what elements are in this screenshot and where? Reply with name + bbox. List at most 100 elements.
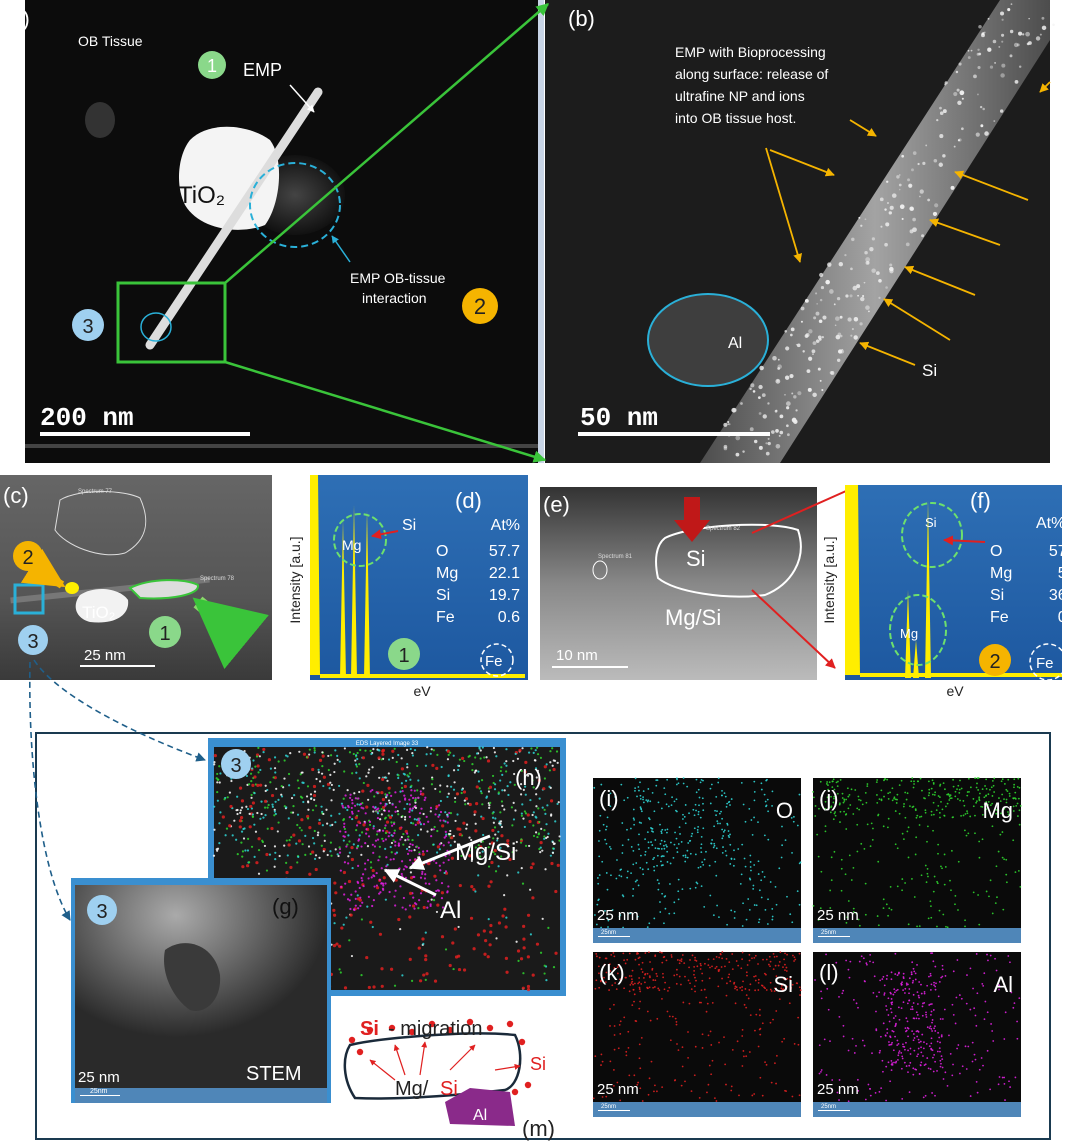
pixel	[298, 826, 301, 829]
pixel	[463, 759, 466, 763]
pixel	[421, 792, 425, 796]
pixel	[452, 754, 455, 757]
particle	[984, 131, 989, 136]
pixel	[829, 1040, 831, 1042]
pixel	[376, 816, 380, 820]
pixel	[262, 750, 265, 754]
pixel	[417, 834, 420, 837]
pixel	[361, 756, 366, 760]
pixel	[516, 757, 520, 760]
pixel	[435, 861, 438, 865]
pixel	[920, 874, 923, 877]
pixel	[451, 941, 455, 945]
pixel	[705, 850, 707, 853]
pixel	[718, 956, 721, 959]
particle	[865, 260, 870, 265]
pixel	[256, 811, 259, 815]
pixel	[422, 787, 425, 790]
pixel	[462, 790, 467, 794]
pixel	[256, 764, 260, 768]
particle	[817, 367, 821, 371]
pixel	[296, 861, 299, 864]
pixel	[361, 873, 365, 876]
pixel	[492, 837, 495, 840]
peak	[913, 640, 919, 678]
pixel	[733, 858, 736, 860]
particle	[791, 392, 794, 395]
pixel	[379, 818, 382, 821]
pixel	[964, 1045, 967, 1048]
pixel	[958, 788, 961, 791]
pixel	[694, 853, 697, 856]
pixel	[596, 877, 599, 879]
pixel	[651, 791, 654, 794]
pixel	[441, 906, 445, 909]
pixel	[655, 784, 658, 787]
pixel	[598, 840, 600, 842]
pixel	[733, 917, 736, 919]
pixel	[908, 1064, 911, 1067]
pixel	[440, 891, 445, 895]
pixel	[940, 1035, 943, 1038]
pixel	[342, 818, 346, 821]
pixel	[697, 866, 700, 869]
pixel	[741, 843, 744, 846]
pixel	[636, 953, 638, 955]
pixel	[313, 749, 316, 752]
pixel	[326, 782, 331, 786]
pixel	[839, 779, 842, 781]
pixel	[541, 917, 544, 920]
particle	[977, 48, 980, 51]
pixel	[829, 907, 832, 909]
pixel	[612, 1084, 615, 1087]
pixel	[372, 985, 376, 989]
pixel	[732, 864, 735, 867]
pixel	[447, 885, 450, 888]
pixel	[351, 812, 354, 815]
scale-text: 50 nm	[580, 403, 658, 433]
pixel	[556, 863, 560, 867]
pixel	[951, 1003, 954, 1006]
pixel	[651, 827, 654, 830]
pixel	[826, 987, 829, 990]
pixel	[520, 838, 523, 841]
pixel	[896, 793, 899, 796]
particle	[1000, 73, 1005, 78]
panel-label: (b)	[568, 6, 595, 31]
pixel	[963, 829, 966, 832]
particle	[796, 343, 801, 348]
pixel	[332, 908, 336, 912]
particle	[834, 324, 837, 327]
pixel	[874, 1091, 877, 1094]
pixel	[304, 834, 307, 838]
particle	[927, 198, 931, 202]
pixel	[684, 860, 687, 863]
pixel	[757, 989, 760, 991]
pixel	[636, 915, 639, 918]
pixel	[928, 788, 931, 791]
pixel	[543, 808, 546, 811]
pixel	[888, 1041, 890, 1043]
pixel	[669, 841, 672, 844]
pixel	[887, 792, 890, 795]
pixel	[347, 806, 350, 809]
pixel	[343, 747, 346, 750]
pixel	[528, 819, 532, 824]
pixel	[775, 975, 778, 978]
pixel	[371, 904, 374, 908]
pixel	[1010, 991, 1013, 994]
pixel	[367, 895, 370, 898]
pixel	[478, 851, 481, 854]
pixel	[916, 925, 918, 928]
pixel	[627, 838, 630, 841]
pixel	[515, 840, 518, 844]
pixel	[664, 793, 667, 796]
badge	[149, 616, 181, 648]
pixel	[470, 884, 474, 889]
pixel	[367, 985, 371, 990]
pixel	[823, 1038, 826, 1041]
pixel	[329, 824, 332, 827]
pixel	[669, 1039, 672, 1042]
pixel	[939, 816, 941, 819]
pixel	[904, 987, 907, 990]
